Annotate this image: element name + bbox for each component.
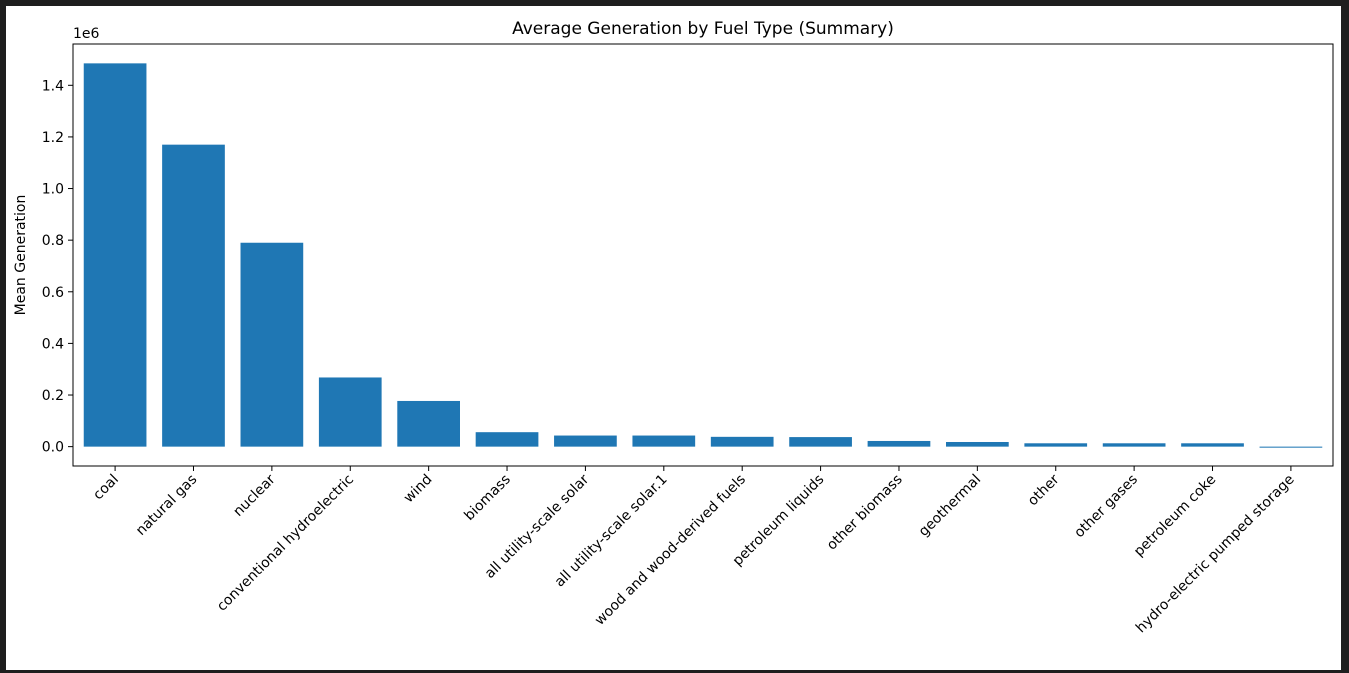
y-tick-label: 1.4 [42,78,64,94]
plot-frame [72,43,1334,467]
bar-other-gases [1102,443,1166,447]
bars-group [83,63,1323,448]
bar-wind [397,400,460,447]
x-tick-label: hydro-electric pumped storage [1133,472,1298,637]
y-tick-label: 1.0 [42,182,64,198]
y-axis-ticks: 0.0 0.2 0.4 0.6 0.8 1.0 1.2 1.4 [42,78,73,456]
y-tick-label: 0.8 [42,233,64,249]
bar-other [1024,443,1088,447]
chart-figure: Average Generation by Fuel Type (Summary… [6,6,1341,670]
y-tick-label: 0.6 [42,285,64,301]
x-tick-label: other gases [1071,472,1141,542]
x-tick-label: coal [90,472,122,504]
bar-geothermal [946,441,1009,447]
bar-all-utility-scale-solar-1 [632,435,696,447]
bar-coal [83,63,147,447]
x-tick-label: natural gas [133,472,200,539]
chart-title: Average Generation by Fuel Type (Summary… [512,19,894,39]
y-tick-label: 0.0 [42,440,64,456]
x-tick-label: other [1025,471,1063,509]
x-tick-label: nuclear [230,471,278,519]
x-tick-label: conventional hydroelectric [214,472,357,615]
x-tick-label: geothermal [916,472,984,540]
x-tick-label: wind [401,472,436,507]
y-tick-label: 0.4 [42,336,64,352]
bar-chart: Average Generation by Fuel Type (Summary… [13,19,1334,637]
y-axis-offset-label: 1e6 [73,26,100,42]
y-tick-label: 0.2 [42,388,64,404]
x-tick-label: biomass [461,472,513,524]
x-tick-label: wood and wood-derived fuels [592,472,749,629]
y-tick-label: 1.2 [42,130,64,146]
bar-nuclear [240,242,304,447]
x-tick-label: petroleum coke [1131,472,1219,560]
bar-biomass [475,432,539,447]
bar-all-utility-scale-solar [554,435,617,447]
bar-other-biomass [867,440,931,447]
x-tick-label: other biomass [824,472,906,554]
bar-wood-and-wood-derived-fuels [710,436,774,447]
bar-hydro-electric-pumped-storage [1259,446,1323,448]
y-axis-label: Mean Generation [13,195,29,316]
bar-petroleum-coke [1181,443,1244,447]
bar-natural-gas [162,144,225,447]
bar-petroleum-liquids [789,437,852,447]
bar-conventional-hydroelectric [318,377,382,447]
